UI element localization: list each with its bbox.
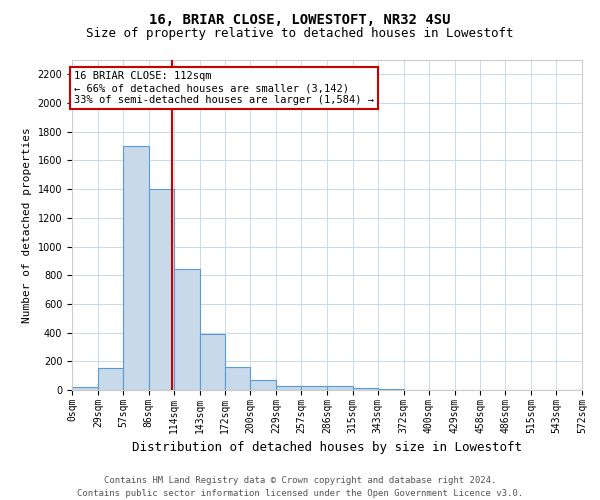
Bar	[276, 386, 301, 390]
Bar	[98, 368, 123, 390]
X-axis label: Distribution of detached houses by size in Lowestoft: Distribution of detached houses by size …	[132, 441, 522, 454]
Bar	[250, 380, 276, 390]
Text: 16, BRIAR CLOSE, LOWESTOFT, NR32 4SU: 16, BRIAR CLOSE, LOWESTOFT, NR32 4SU	[149, 12, 451, 26]
Bar	[378, 388, 404, 390]
Text: 16 BRIAR CLOSE: 112sqm
← 66% of detached houses are smaller (3,142)
33% of semi-: 16 BRIAR CLOSE: 112sqm ← 66% of detached…	[74, 72, 374, 104]
Bar	[149, 189, 173, 390]
Bar	[123, 146, 149, 390]
Bar	[353, 388, 378, 390]
Text: Contains HM Land Registry data © Crown copyright and database right 2024.
Contai: Contains HM Land Registry data © Crown c…	[77, 476, 523, 498]
Y-axis label: Number of detached properties: Number of detached properties	[22, 127, 32, 323]
Bar	[226, 367, 250, 390]
Bar	[327, 386, 353, 390]
Text: Size of property relative to detached houses in Lowestoft: Size of property relative to detached ho…	[86, 28, 514, 40]
Bar	[301, 386, 327, 390]
Bar	[199, 334, 226, 390]
Bar	[72, 387, 98, 390]
Bar	[173, 270, 199, 390]
